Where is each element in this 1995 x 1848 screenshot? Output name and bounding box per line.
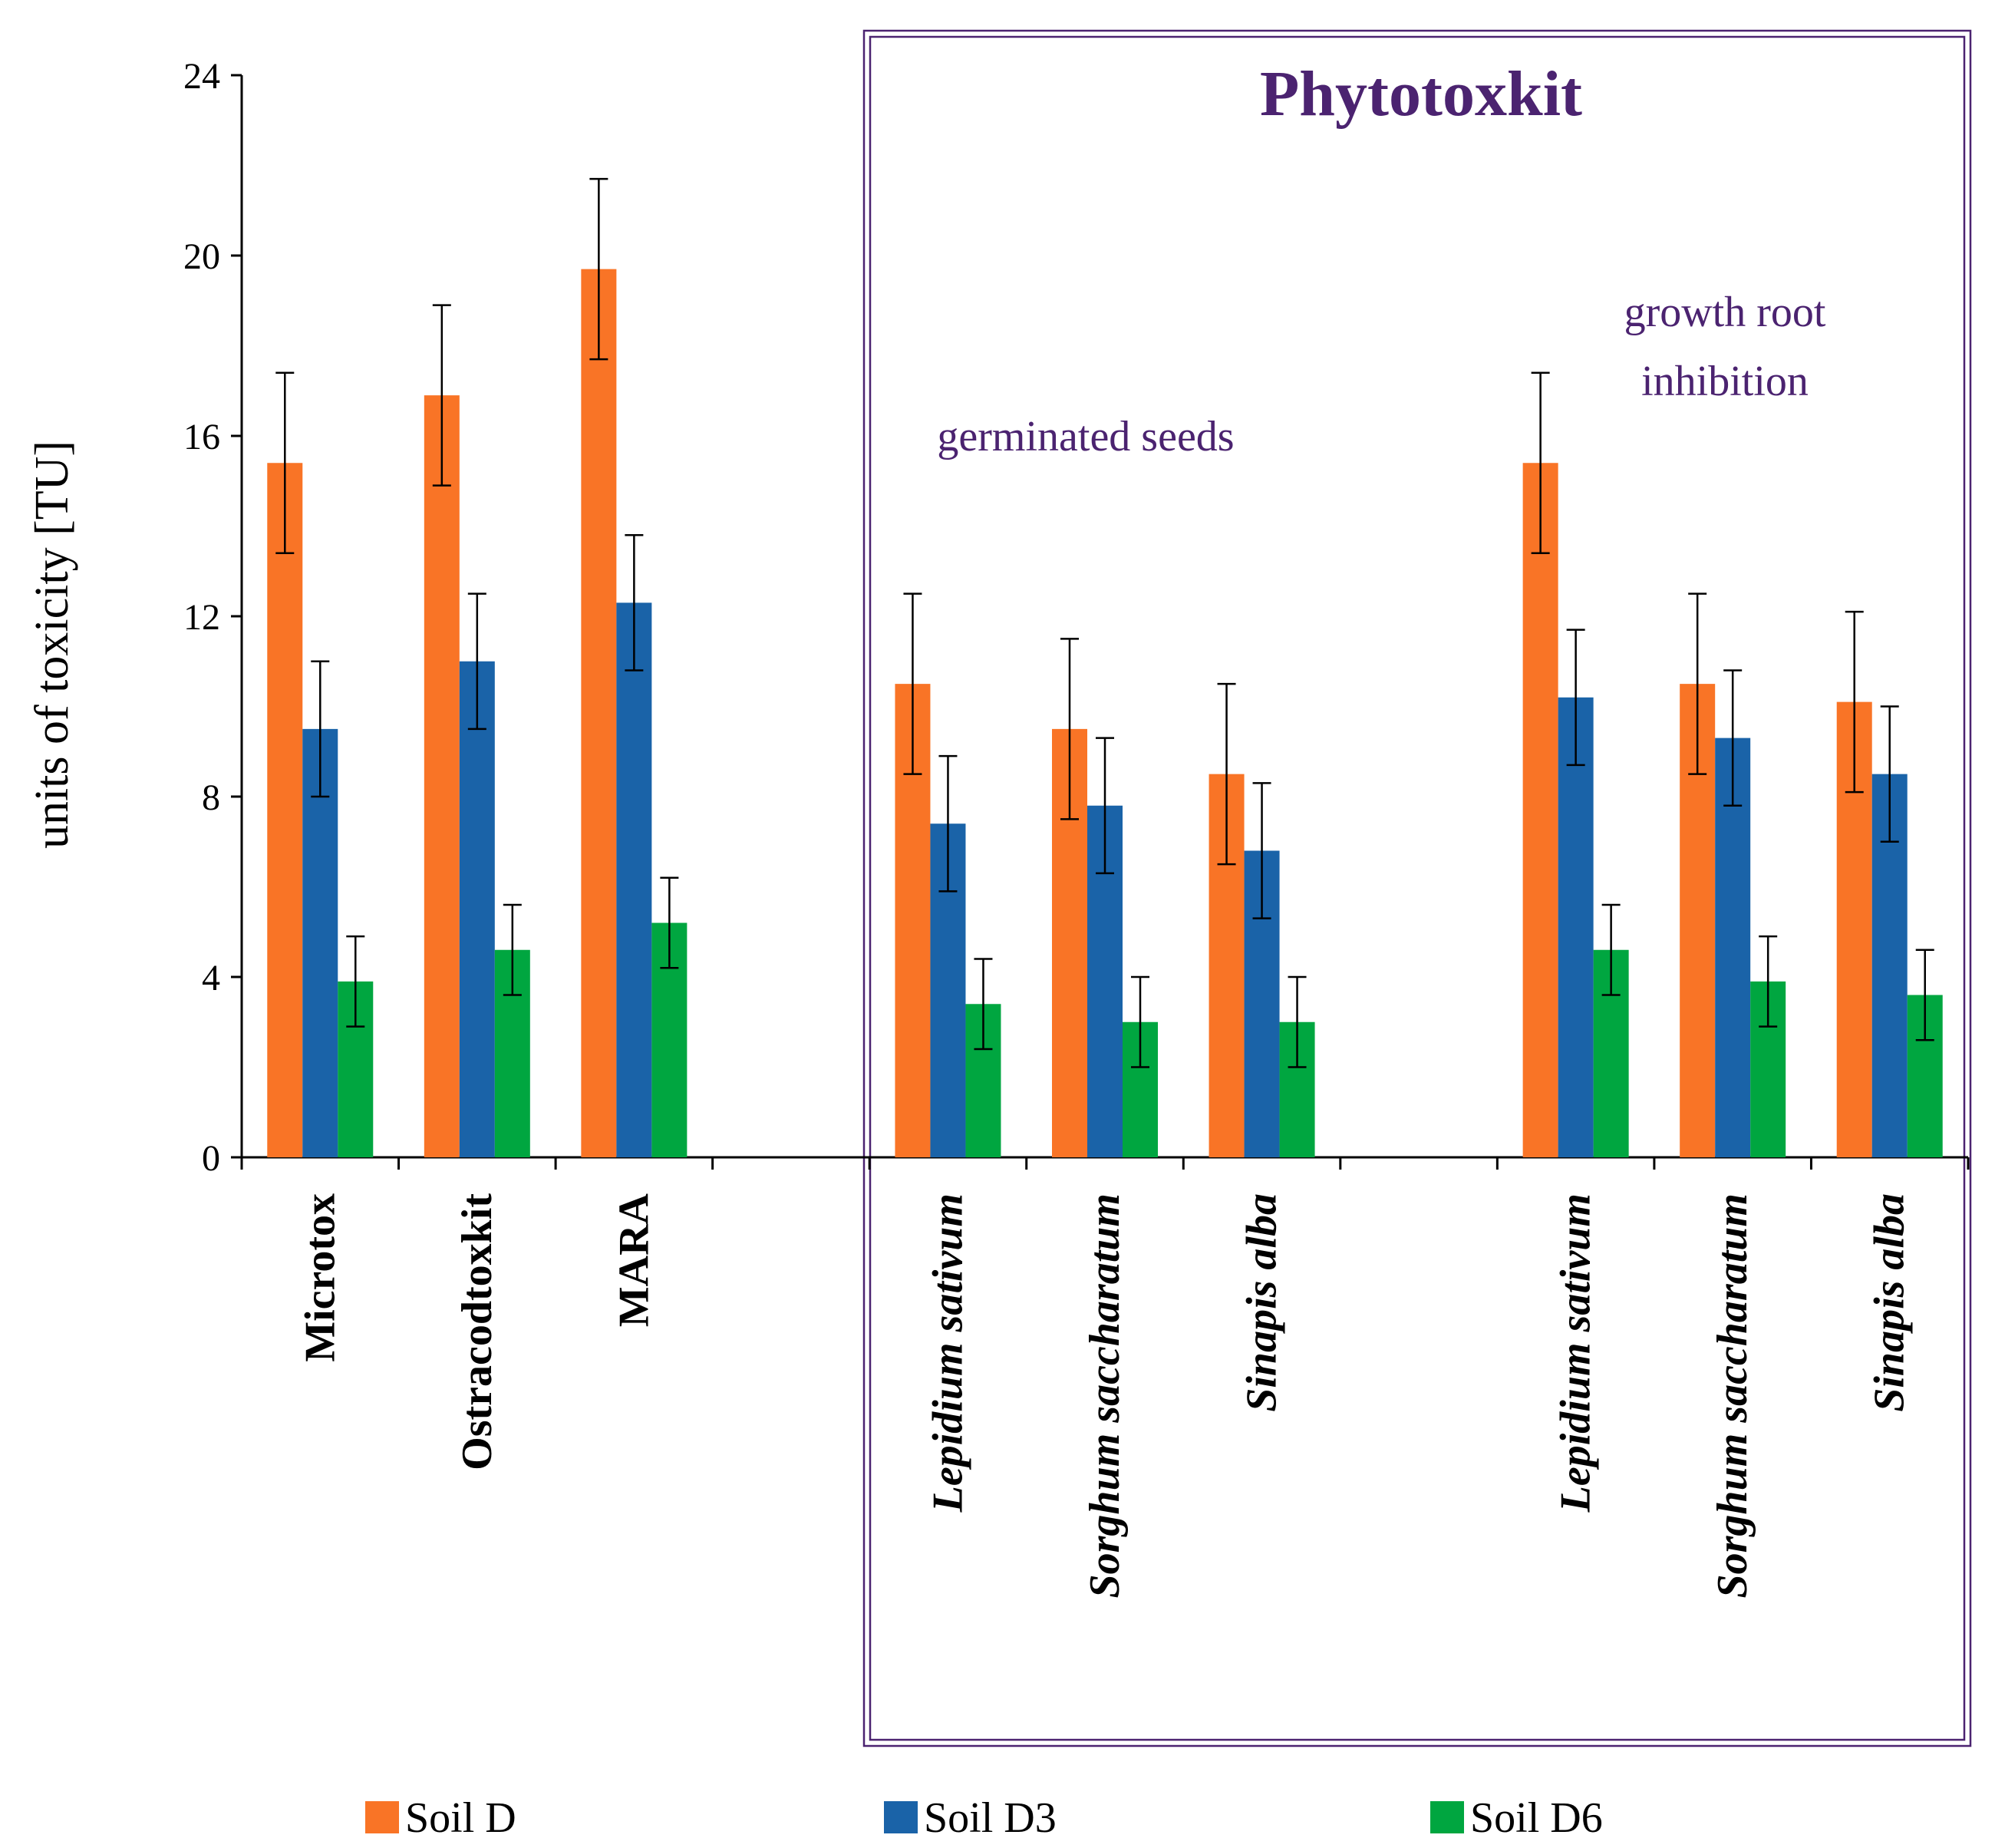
x-tick-label: Microtox	[296, 1193, 344, 1362]
bar	[1522, 463, 1558, 1157]
legend-swatch	[365, 1801, 399, 1833]
x-tick-label: Lepidium sativum	[924, 1193, 971, 1513]
phytotoxkit-title: Phytotoxkit	[1260, 58, 1582, 130]
phytotoxkit-frame	[862, 29, 1972, 1747]
bar	[1558, 697, 1594, 1157]
y-tick-label: 16	[183, 417, 220, 457]
y-tick-label: 8	[202, 777, 220, 818]
x-tick-label: Sorghum saccharatum	[1709, 1193, 1756, 1599]
error-bars	[275, 177, 1934, 1068]
legend-swatch	[1430, 1801, 1464, 1833]
bar	[1715, 738, 1751, 1157]
legend-label: Soil D3	[924, 1794, 1057, 1842]
y-tick-label: 4	[202, 958, 220, 998]
x-tick-label: Sinapis alba	[1238, 1193, 1286, 1412]
y-tick-label: 24	[183, 56, 220, 97]
legend-label: Soil D	[405, 1794, 516, 1842]
bar	[302, 728, 338, 1157]
bar	[581, 269, 617, 1157]
inhibition-annotation: inhibition	[1641, 358, 1809, 405]
germinated-seeds-annotation: germinated seeds	[937, 413, 1234, 460]
bar	[459, 661, 495, 1157]
x-tick-label: MARA	[610, 1193, 658, 1327]
legend-swatch	[884, 1801, 918, 1833]
x-tick-label: Lepidium sativum	[1552, 1193, 1600, 1513]
bar	[267, 463, 303, 1157]
y-tick-label: 20	[183, 236, 220, 277]
x-tick-labels: Microtox Ostracodtoxkit MARA Lepidium sativ…	[296, 1193, 1913, 1598]
y-axis-label: units of toxicity [TU]	[26, 441, 78, 849]
growth-root-annotation: growth root	[1624, 289, 1826, 336]
legend: Soil D Soil D3 Soil D6	[365, 1794, 1603, 1842]
axes: 0 4 8 12 16 20 24	[183, 56, 1970, 1179]
x-tick-label: Sorghum saccharatum	[1081, 1193, 1129, 1599]
bars	[267, 269, 1943, 1157]
bar	[424, 395, 460, 1157]
legend-label: Soil D6	[1470, 1794, 1603, 1842]
y-tick-label: 12	[183, 597, 220, 638]
x-tick-label: Sinapis alba	[1866, 1193, 1914, 1412]
x-tick-label: Ostracodtoxkit	[453, 1193, 501, 1470]
y-tick-label: 0	[202, 1138, 220, 1179]
bar	[616, 602, 652, 1157]
